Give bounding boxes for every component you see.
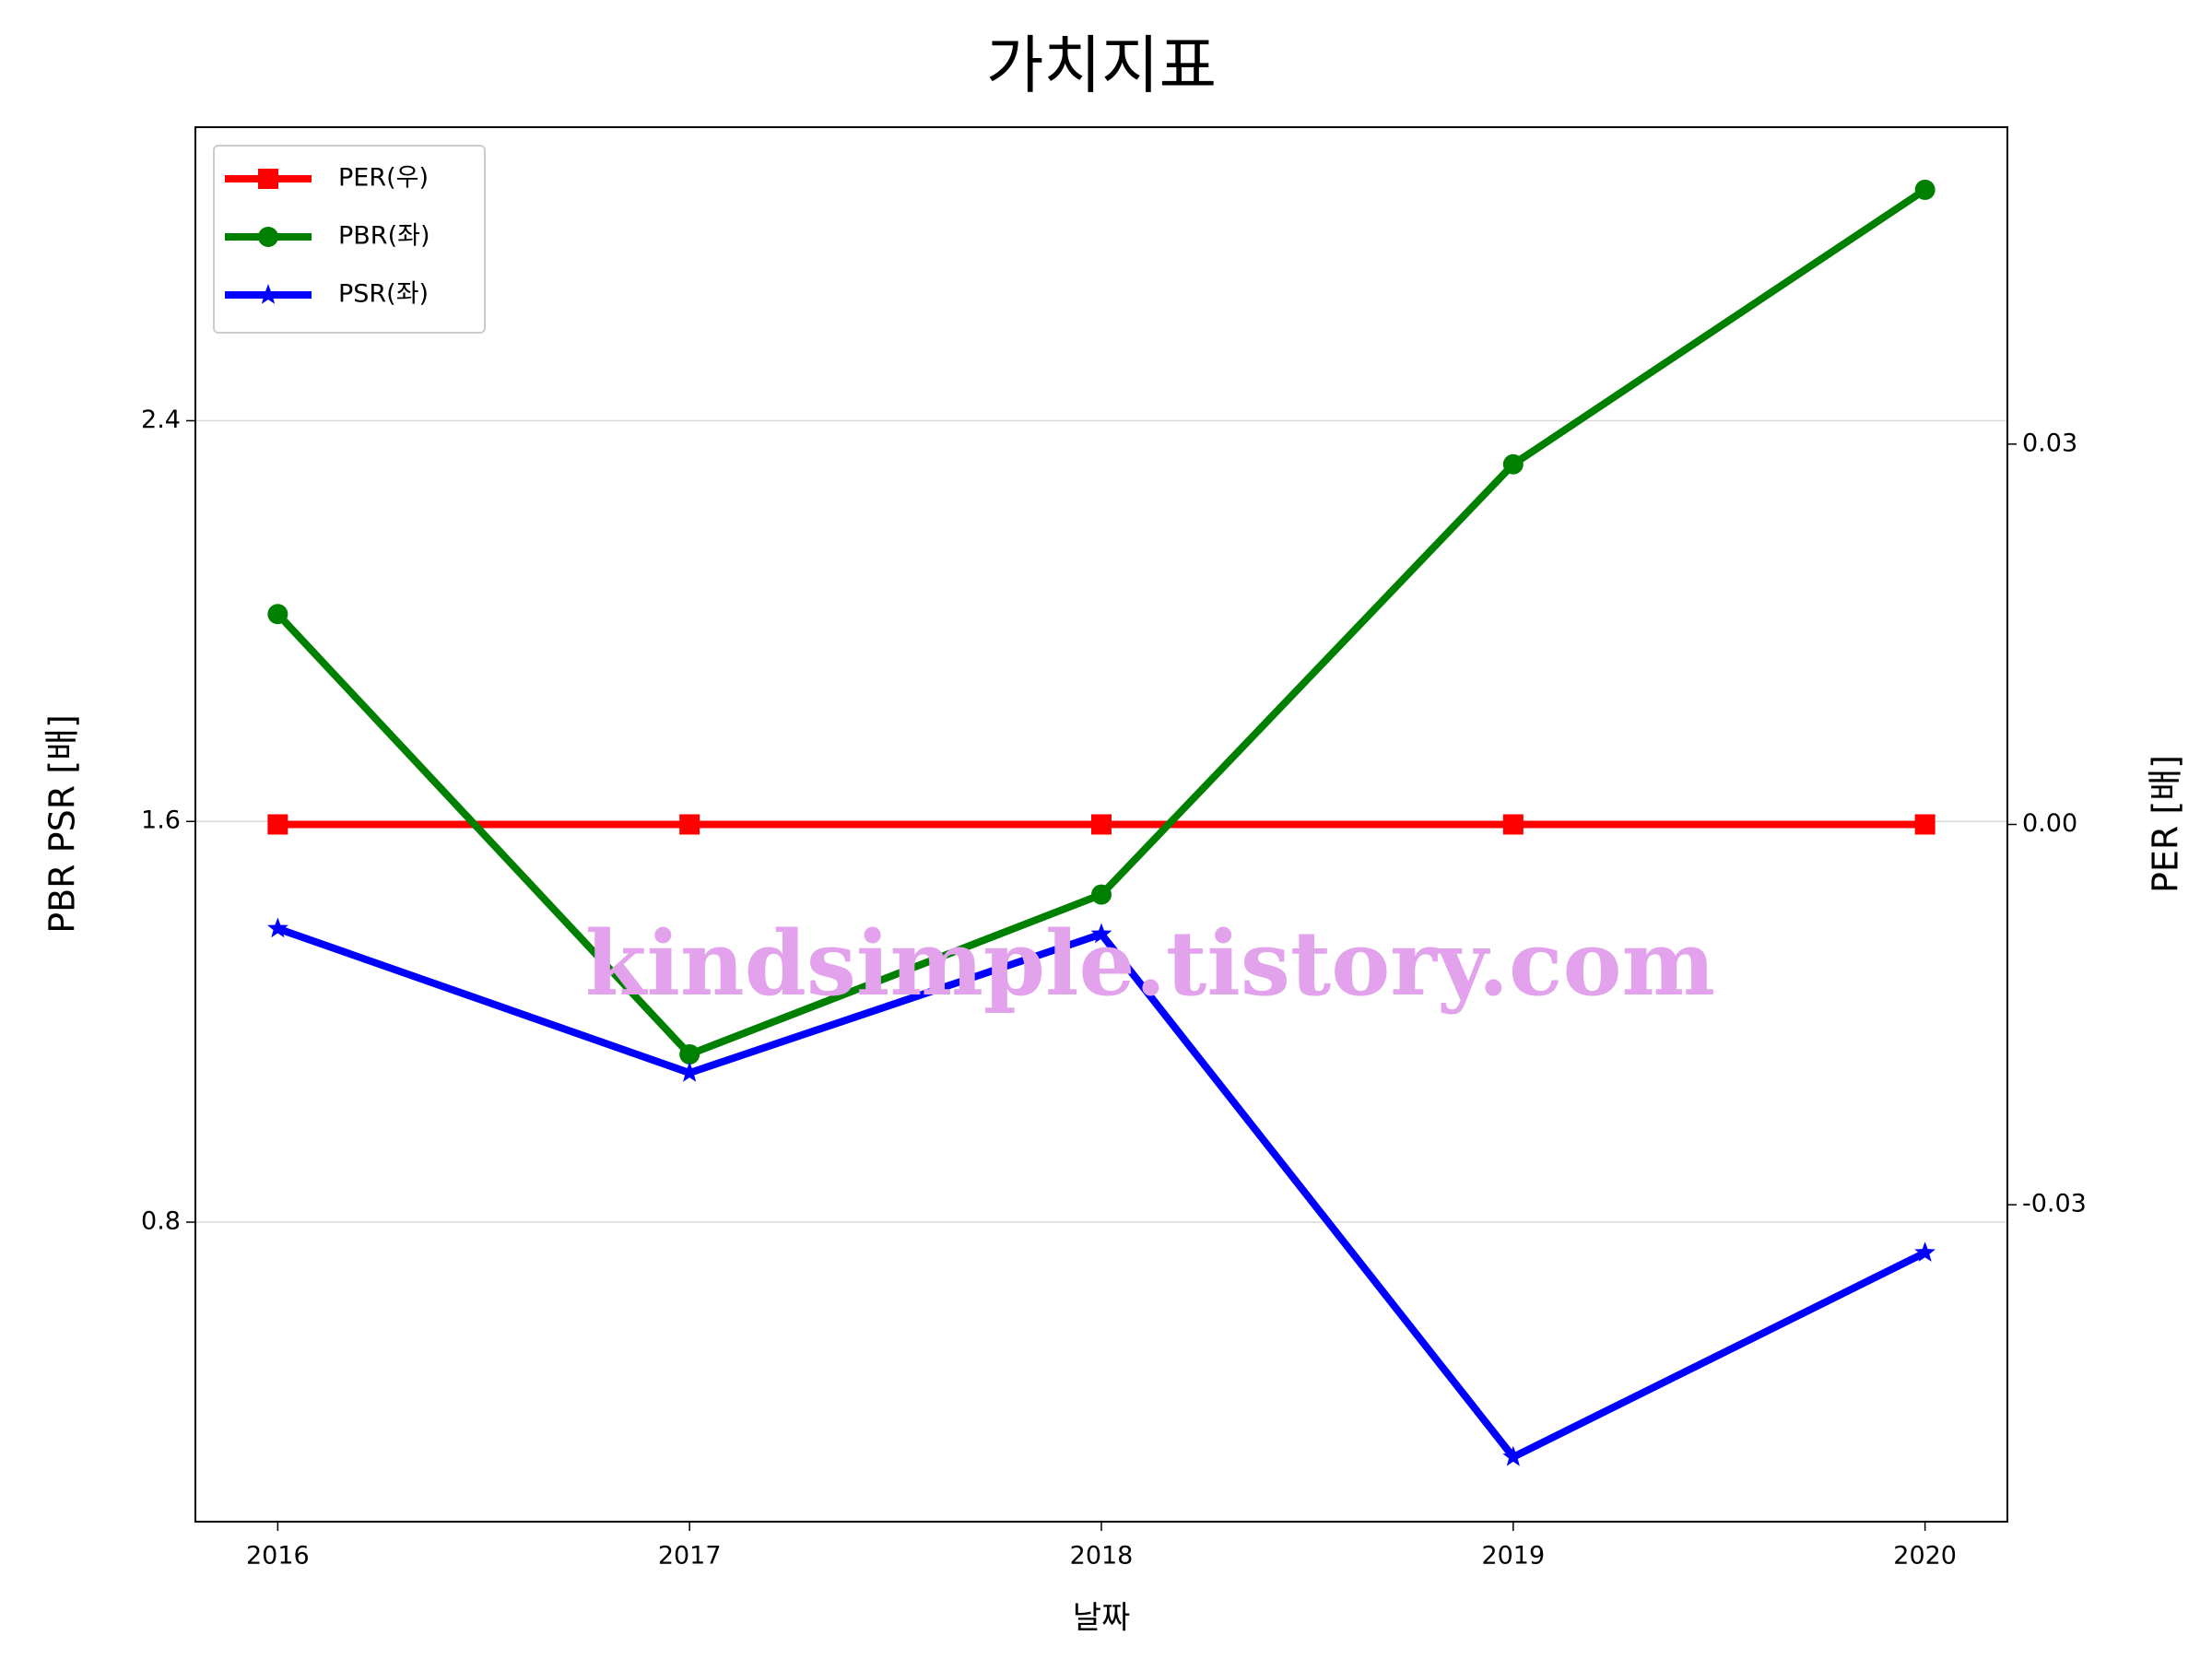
marker [1090,923,1112,944]
y2-tick-label: 0.00 [2022,809,2077,838]
marker [258,227,278,247]
marker [267,814,288,835]
y-axis-label: PBR PSR [배] [42,714,83,934]
marker [257,284,279,304]
y-tick-label: 2.4 [141,406,181,434]
x-tick-label: 2020 [1893,1542,1957,1571]
y-tick-label: 0.8 [141,1207,181,1236]
marker [258,169,278,189]
marker [679,814,700,835]
legend-label: PSR(좌) [338,280,429,309]
legend-label: PER(우) [338,164,429,193]
y2-tick-label: 0.03 [2022,429,2077,457]
marker [1502,814,1524,835]
legend-label: PBR(좌) [338,222,429,251]
y-tick-label: 1.6 [141,806,181,835]
watermark: kindsimple.tistory.com [585,912,1715,1016]
marker [1914,179,1936,200]
x-tick-label: 2019 [1481,1542,1545,1571]
marker [1914,814,1936,835]
x-tick-label: 2017 [658,1542,722,1571]
plot-frame [194,126,2008,1523]
marker [1914,1241,1936,1262]
chart-title: 가치지표 [986,30,1217,103]
marker [679,1043,700,1065]
legend-box [213,145,486,334]
marker [1502,453,1524,475]
marker [267,917,288,938]
x-tick-label: 2016 [246,1542,310,1571]
x-axis-label: 날짜 [1073,1600,1131,1637]
x-tick-label: 2018 [1070,1542,1134,1571]
marker [1502,1445,1524,1466]
marker [1091,884,1112,905]
y2-axis-label: PER [배] [2146,755,2186,893]
marker [267,604,288,625]
y2-tick-label: -0.03 [2022,1190,2087,1218]
marker [678,1062,700,1082]
marker [1091,814,1112,835]
